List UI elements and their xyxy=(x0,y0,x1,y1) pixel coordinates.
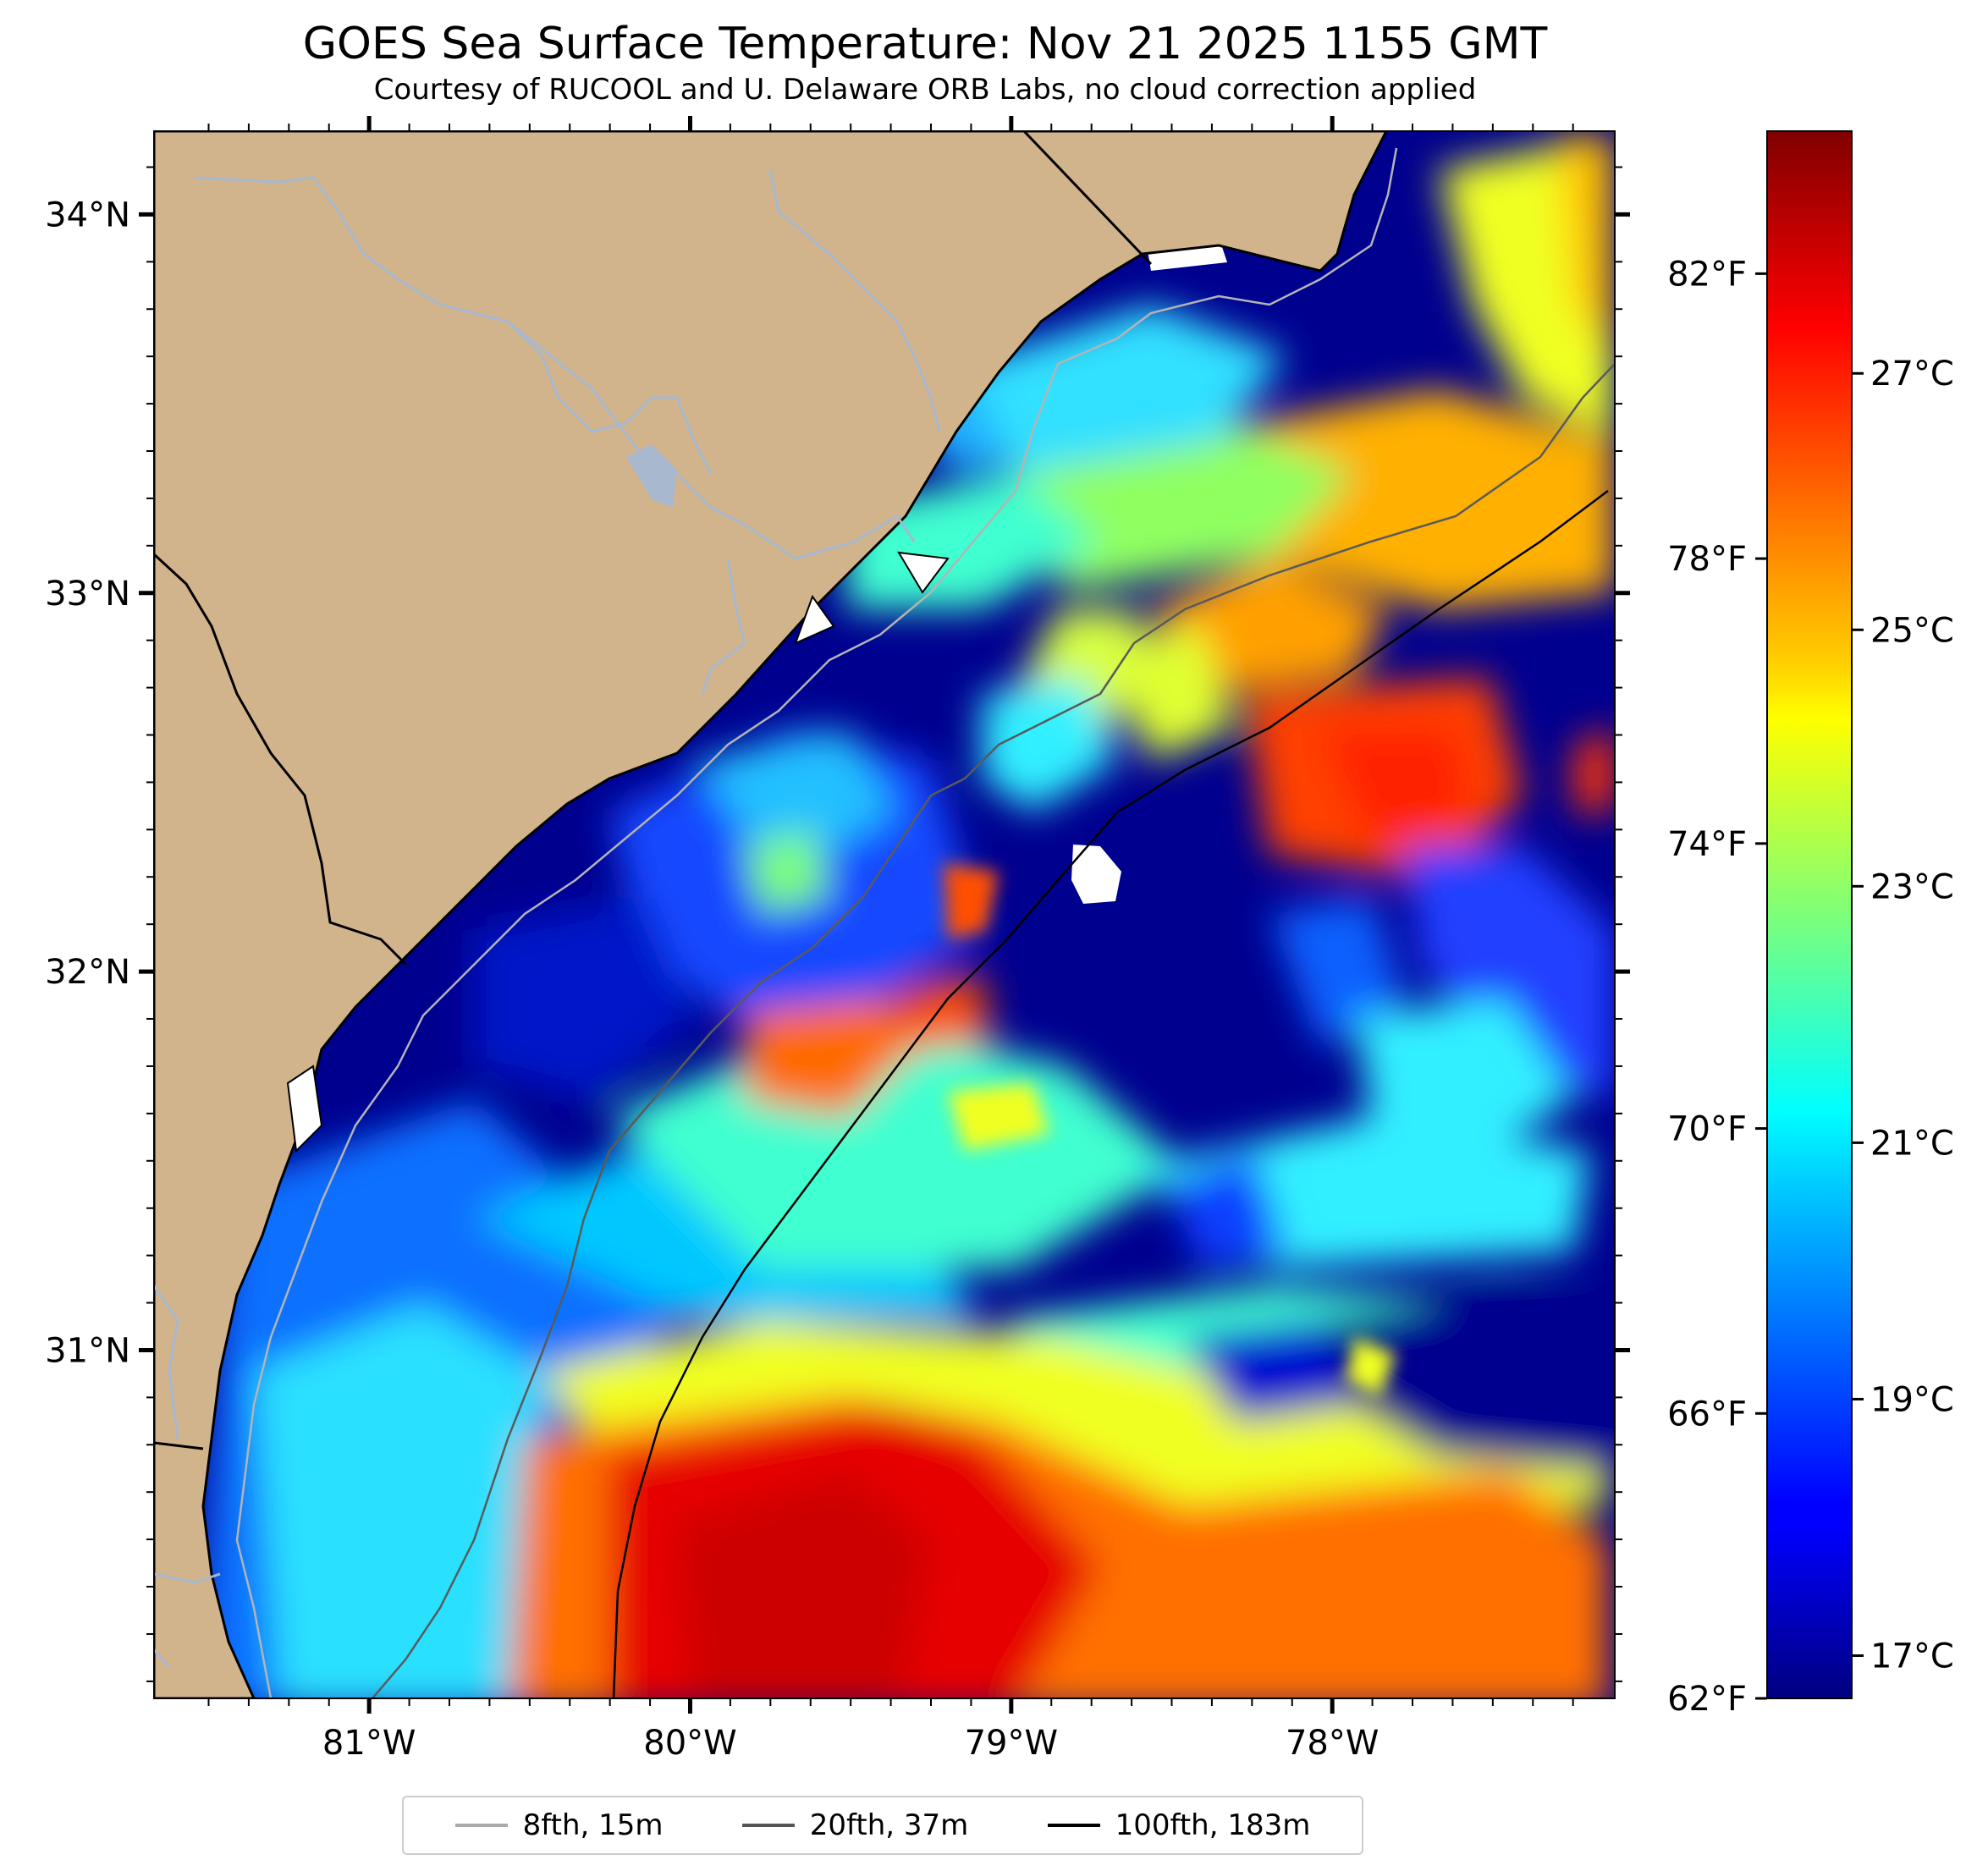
legend-swatch xyxy=(741,1824,795,1827)
legend-item-8fth: 8fth, 15m xyxy=(454,1808,664,1842)
map-subtitle: Courtesy of RUCOOL and U. Delaware ORB L… xyxy=(373,73,1477,107)
colorbar-c-label: 19°C xyxy=(1870,1380,1954,1419)
contour-legend: 8fth, 15m 20fth, 37m 100fth, 183m xyxy=(402,1796,1363,1855)
colorbar-f-label: 62°F xyxy=(1667,1680,1747,1719)
contour-100fth xyxy=(612,490,1609,1698)
map-frame xyxy=(153,130,1616,1699)
colorbar-f-label: 74°F xyxy=(1667,825,1747,864)
legend-label: 8fth, 15m xyxy=(522,1808,664,1842)
colorbar-f-label: 78°F xyxy=(1667,540,1747,579)
contour-8fth xyxy=(235,147,1398,1698)
sst-field xyxy=(195,135,1615,1698)
map-title: GOES Sea Surface Temperature: Nov 21 202… xyxy=(302,19,1548,69)
lon-tick-label: 78°W xyxy=(1286,1724,1379,1763)
state-border xyxy=(1022,131,1153,266)
legend-item-20fth: 20fth, 37m xyxy=(741,1808,969,1842)
lat-tick-label: 31°N xyxy=(45,1331,130,1370)
colorbar-f-label: 70°F xyxy=(1667,1110,1747,1149)
lon-tick-label: 79°W xyxy=(965,1724,1058,1763)
contour-20fth xyxy=(372,363,1615,1698)
legend-item-100fth: 100fth, 183m xyxy=(1047,1808,1311,1842)
colorbar-c-label: 21°C xyxy=(1870,1124,1954,1163)
axis-ticks: 81°W 80°W 79°W 78°W 34°N 33°N 32°N 31°N xyxy=(45,116,1630,1763)
colorbar xyxy=(1766,130,1853,1699)
no-data-patch xyxy=(1071,845,1121,904)
sst-detail xyxy=(944,863,1396,1396)
legend-swatch xyxy=(454,1824,508,1827)
colorbar-c-label: 25°C xyxy=(1870,611,1954,650)
lat-tick-label: 34°N xyxy=(45,195,130,234)
rivers xyxy=(154,168,941,1669)
colorbar-c-label: 17°C xyxy=(1870,1637,1954,1676)
legend-swatch xyxy=(1047,1824,1100,1827)
lat-tick-label: 32°N xyxy=(45,953,130,992)
colorbar-f-label: 66°F xyxy=(1667,1395,1747,1434)
colorbar-c-label: 27°C xyxy=(1870,355,1954,393)
legend-label: 20fth, 37m xyxy=(809,1808,969,1842)
colorbar-f-label: 82°F xyxy=(1667,255,1747,294)
lon-tick-label: 81°W xyxy=(322,1724,416,1763)
colorbar-c-label: 23°C xyxy=(1870,867,1954,906)
lat-tick-label: 33°N xyxy=(45,575,130,614)
map-area xyxy=(154,131,1615,1698)
land xyxy=(154,131,1388,1698)
lon-tick-label: 80°W xyxy=(643,1724,736,1763)
colorbar-ticks: 62°F 66°F 70°F 74°F 78°F 82°F 17°C 19°C 21°C 23°C… xyxy=(1667,255,1954,1719)
legend-label: 100fth, 183m xyxy=(1115,1808,1311,1842)
